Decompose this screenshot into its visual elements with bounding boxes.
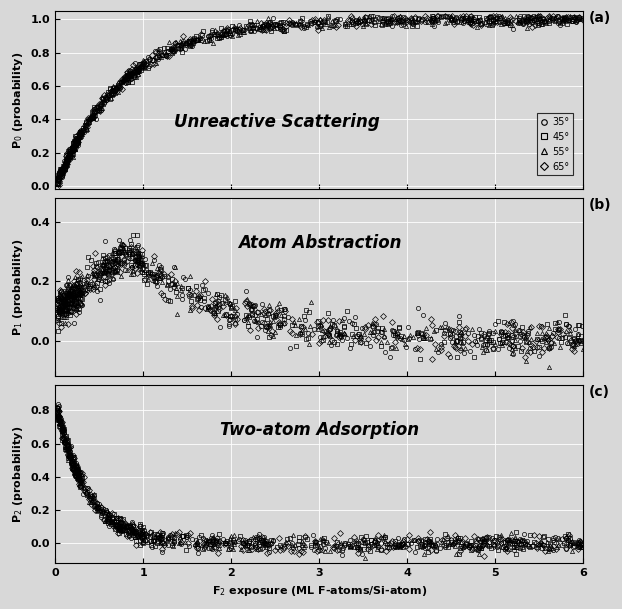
Text: (a): (a) <box>589 11 611 25</box>
X-axis label: F$_2$ exposure (ML F-atoms/Si-atom): F$_2$ exposure (ML F-atoms/Si-atom) <box>211 584 427 598</box>
Text: Two-atom Adsorption: Two-atom Adsorption <box>220 421 419 439</box>
Text: Unreactive Scattering: Unreactive Scattering <box>174 113 380 130</box>
Text: Atom Abstraction: Atom Abstraction <box>238 234 401 252</box>
Text: (c): (c) <box>589 385 610 400</box>
Y-axis label: P$_1$ (probability): P$_1$ (probability) <box>11 239 25 336</box>
Legend: 35°, 45°, 55°, 65°: 35°, 45°, 55°, 65° <box>537 113 573 175</box>
Y-axis label: P$_0$ (probability): P$_0$ (probability) <box>11 52 25 149</box>
Text: (b): (b) <box>589 198 611 212</box>
Y-axis label: P$_2$ (probability): P$_2$ (probability) <box>11 426 25 523</box>
